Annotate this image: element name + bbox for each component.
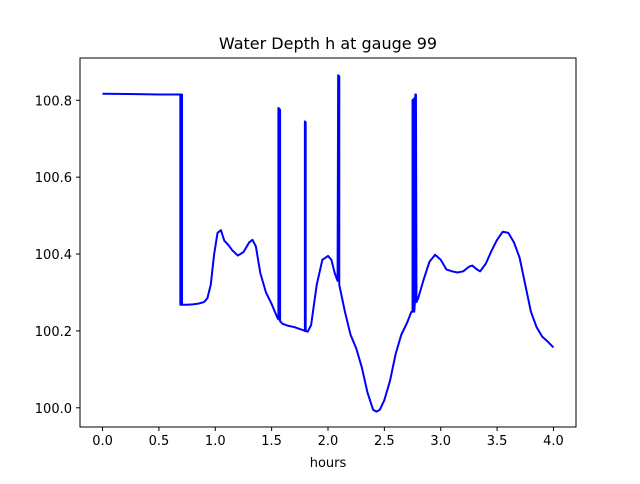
x-axis-ticks: 0.0 0.5 1.0 1.5 2.0 2.5 3.0 3.5 4.0 bbox=[92, 427, 564, 449]
x-tick-label: 2.5 bbox=[374, 434, 395, 449]
y-tick-label: 100.8 bbox=[35, 94, 72, 109]
x-tick-label: 2.0 bbox=[318, 434, 339, 449]
x-axis-label: hours bbox=[310, 456, 347, 471]
series-line-0 bbox=[102, 74, 555, 413]
chart-title: Water Depth h at gauge 99 bbox=[219, 34, 437, 53]
y-axis-ticks: 100.0 100.2 100.4 100.6 100.8 bbox=[35, 94, 80, 417]
x-tick-label: 4.0 bbox=[543, 434, 564, 449]
y-tick-label: 100.6 bbox=[35, 171, 72, 186]
x-tick-label: 3.0 bbox=[430, 434, 451, 449]
x-tick-label: 3.5 bbox=[487, 434, 508, 449]
y-tick-label: 100.2 bbox=[35, 325, 72, 340]
y-tick-label: 100.0 bbox=[35, 402, 72, 417]
x-tick-label: 1.0 bbox=[205, 434, 226, 449]
x-tick-label: 0.5 bbox=[149, 434, 170, 449]
y-tick-label: 100.4 bbox=[35, 248, 72, 263]
x-tick-label: 0.0 bbox=[92, 434, 113, 449]
x-tick-label: 1.5 bbox=[261, 434, 282, 449]
